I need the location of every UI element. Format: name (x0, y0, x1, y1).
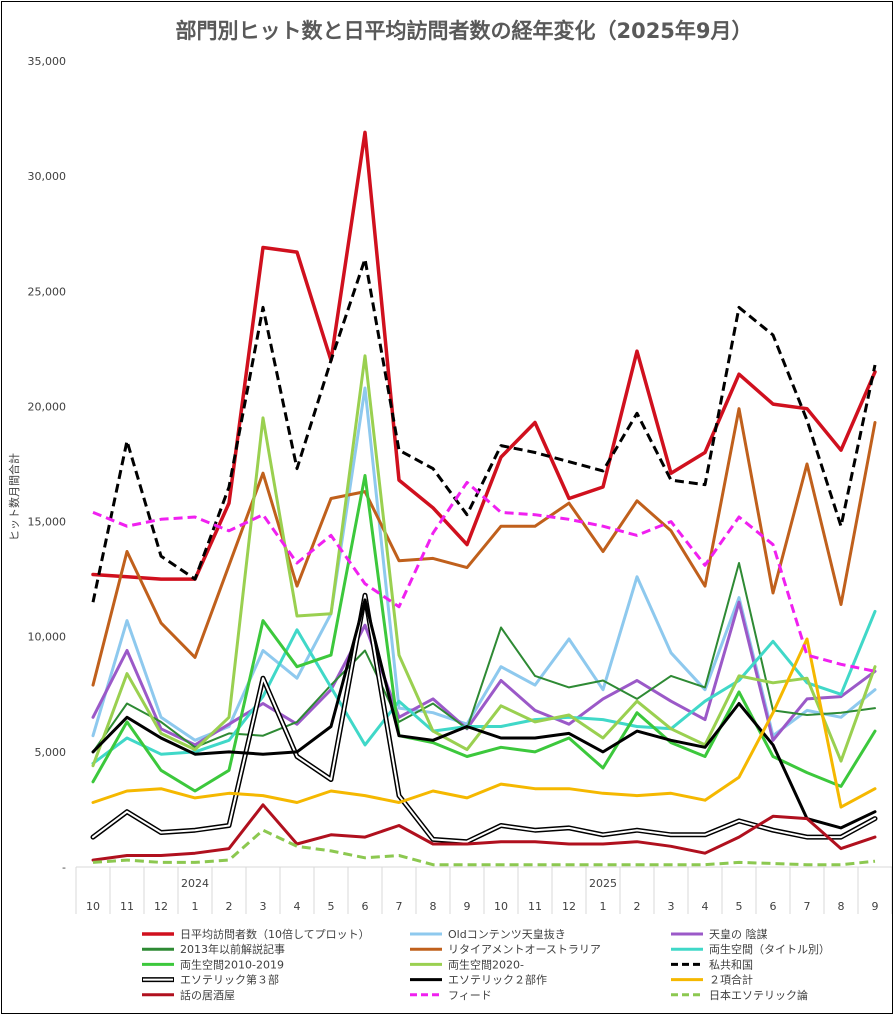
series-line-2 (91, 600, 877, 747)
series-line-8 (91, 257, 877, 603)
x-year-label: 2025 (589, 877, 617, 890)
x-tick-label: 9 (464, 900, 471, 913)
x-tick-label: 5 (736, 900, 743, 913)
legend-label: ２項合計 (709, 973, 753, 987)
legend-item: ２項合計 (671, 973, 753, 987)
legend-item: 両生空間2020- (410, 957, 524, 971)
y-tick-label: 5,000 (35, 746, 67, 759)
legend-item: 日本エソテリック論 (671, 988, 808, 1002)
y-tick-label: 20,000 (28, 400, 67, 413)
axes: - 5,000 10,000 15,000 20,000 25,000 30,000 35,0… (28, 55, 893, 914)
legend-label: 両生空間2020- (448, 957, 524, 971)
y-tick-label: 35,000 (28, 55, 67, 68)
x-tick-label: 6 (770, 900, 777, 913)
legend-item: 両生空間（タイトル別） (671, 942, 830, 956)
legend-label: エソテリック２部作 (448, 973, 547, 987)
y-axis-label: ヒット数月間合計 (7, 453, 21, 541)
chart-title: 部門別ヒット数と日平均訪問者数の経年変化（2025年9月） (175, 19, 752, 43)
legend-label: 両生空間（タイトル別） (709, 942, 830, 956)
x-tick-label: 2 (634, 900, 641, 913)
series-line-11 (91, 637, 877, 809)
legend-label: リタイアメントオーストラリア (448, 943, 601, 956)
series-line-13 (92, 480, 876, 673)
x-tick-label: 8 (430, 900, 437, 913)
legend-label: 両生空間2010-2019 (180, 957, 284, 971)
legend-label: 日本エソテリック論 (709, 988, 808, 1002)
x-tick-label: 3 (260, 900, 267, 913)
x-tick-label: 1 (600, 900, 607, 913)
x-tick-label: 12 (562, 900, 576, 913)
legend-item: 日平均訪問者数（10倍してプロット） (142, 927, 370, 941)
x-tick-label: 1 (192, 900, 199, 913)
series-line-0 (91, 130, 877, 581)
legend-label: 私共和国 (709, 958, 753, 971)
legend-label: 2013年以前解説記事 (180, 942, 285, 956)
x-tick-label: 5 (328, 900, 335, 913)
x-year-label: 2024 (181, 877, 209, 890)
x-tick-label: 12 (154, 900, 168, 913)
legend-label: フィード (448, 989, 492, 1002)
y-tick-label: 15,000 (28, 516, 67, 529)
x-tick-label: 10 (86, 900, 100, 913)
x-tick-label: 4 (294, 900, 301, 913)
legend: 日平均訪問者数（10倍してプロット） Oldコンテンツ天皇抜き 天皇の 陰謀 2013… (142, 927, 830, 1002)
series-line-10 (91, 598, 877, 830)
series-line-9 (90, 592, 878, 845)
x-tick-label: 8 (838, 900, 845, 913)
x-tick-label: 10 (494, 900, 508, 913)
legend-item: フィード (410, 989, 492, 1002)
x-tick-label: 7 (804, 900, 811, 913)
legend-label: Oldコンテンツ天皇抜き (448, 927, 566, 941)
x-tick-label: 9 (872, 900, 879, 913)
series-line-4 (91, 407, 877, 687)
x-tick-label: 3 (668, 900, 675, 913)
series-line-6 (91, 474, 877, 793)
legend-item: Oldコンテンツ天皇抜き (410, 927, 566, 941)
x-tick-label: 7 (396, 900, 403, 913)
legend-item: 話の居酒屋 (142, 988, 235, 1002)
series-line-14 (92, 828, 876, 867)
legend-label: 天皇の 陰謀 (709, 927, 768, 941)
y-tick-label: 25,000 (28, 285, 67, 298)
legend-item: 私共和国 (671, 958, 753, 971)
legend-item: エソテリック第３部 (142, 973, 279, 987)
legend-label: 話の居酒屋 (180, 988, 235, 1002)
x-tick-label: 11 (528, 900, 542, 913)
legend-label: 日平均訪問者数（10倍してプロット） (180, 927, 370, 941)
series-line-3 (92, 562, 876, 753)
series-group (90, 130, 878, 867)
series-line-1 (91, 386, 877, 742)
legend-label: エソテリック第３部 (180, 973, 279, 987)
series-line-7 (91, 354, 877, 768)
legend-item: 2013年以前解説記事 (142, 942, 285, 956)
series-line-12 (91, 803, 877, 862)
y-tick-label: 30,000 (28, 170, 67, 183)
series-line-9-inner (92, 594, 876, 843)
legend-item: エソテリック２部作 (410, 973, 547, 987)
x-tick-label: 2 (226, 900, 233, 913)
legend-item: 両生空間2010-2019 (142, 957, 284, 971)
y-tick-label: - (62, 861, 66, 874)
x-tick-label: 11 (120, 900, 134, 913)
y-tick-label: 10,000 (28, 631, 67, 644)
x-tick-label: 4 (702, 900, 709, 913)
x-tick-label: 6 (362, 900, 369, 913)
legend-item: 天皇の 陰謀 (671, 927, 768, 941)
legend-item: リタイアメントオーストラリア (410, 943, 601, 956)
